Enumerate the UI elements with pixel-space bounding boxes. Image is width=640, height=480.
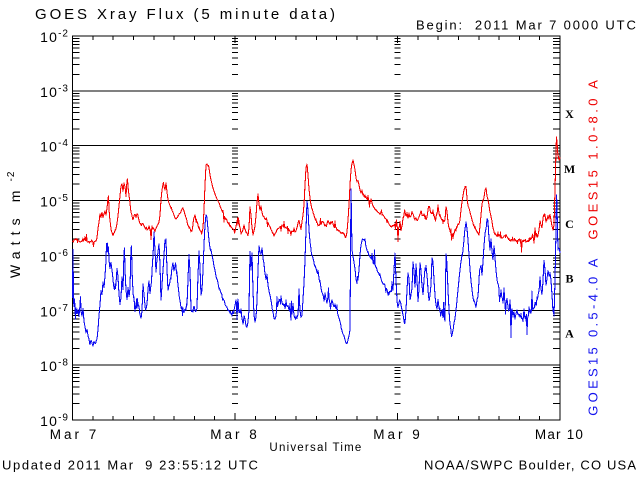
svg-text:Universal Time: Universal Time: [269, 442, 362, 454]
svg-text:Begin: 2011 Mar 7 0000 UTC: Begin: 2011 Mar 7 0000 UTC: [416, 18, 638, 33]
svg-text:B: B: [565, 272, 573, 286]
svg-text:M: M: [564, 162, 575, 176]
svg-text:C: C: [565, 217, 574, 231]
svg-text:Mar 8: Mar 8: [210, 427, 260, 442]
svg-text:X: X: [565, 107, 574, 121]
svg-text:GOES Xray Flux (5 minute data): GOES Xray Flux (5 minute data): [35, 6, 338, 23]
svg-text:Mar 10: Mar 10: [535, 427, 584, 442]
svg-text:GOES15 0.5-4.0 A: GOES15 0.5-4.0 A: [586, 255, 601, 415]
svg-text:A: A: [565, 327, 574, 341]
svg-text:NOAA/SWPC Boulder, CO USA: NOAA/SWPC Boulder, CO USA: [424, 458, 637, 473]
svg-text:Mar 7: Mar 7: [50, 427, 100, 442]
svg-text:GOES15 1.0-8.0 A: GOES15 1.0-8.0 A: [586, 77, 601, 240]
svg-text:Watts m-2: Watts m-2: [6, 171, 23, 278]
svg-text:Updated 2011 Mar 9 23:55:12 U: Updated 2011 Mar 9 23:55:12 UTC: [2, 458, 260, 473]
svg-text:Mar 9: Mar 9: [373, 427, 423, 442]
